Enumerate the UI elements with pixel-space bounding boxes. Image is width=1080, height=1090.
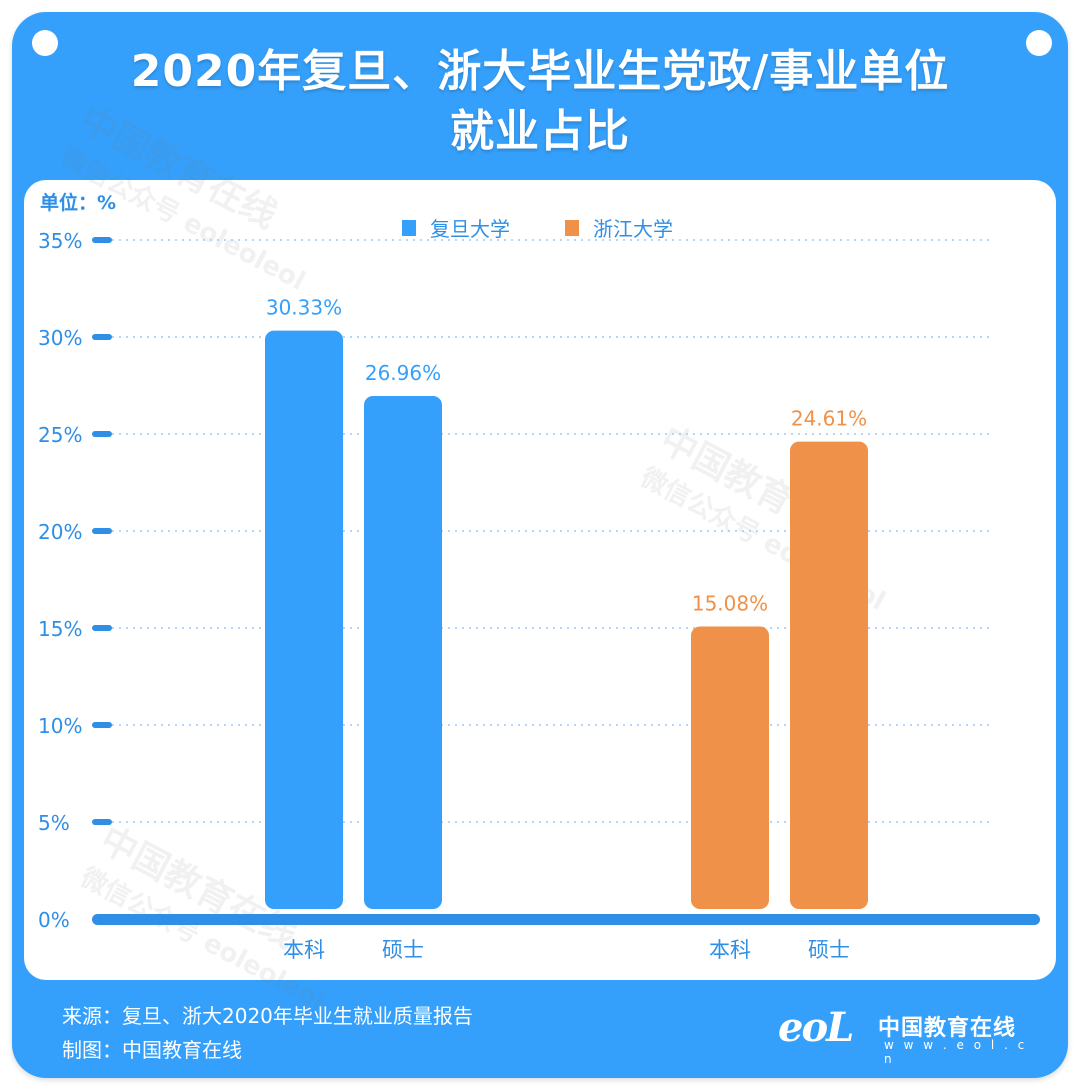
bar: [691, 626, 769, 909]
y-tick-label: 15%: [38, 617, 82, 641]
source-text: 来源：复旦、浙大2020年毕业生就业质量报告: [62, 1004, 473, 1028]
x-axis: 本科 硕士 本科 硕士: [92, 914, 1040, 962]
logo-url: w w w . e o l . c n: [884, 1038, 1028, 1066]
bar: [790, 441, 868, 909]
legend-swatch: [402, 220, 416, 236]
y-tick-label: 30%: [38, 326, 82, 350]
y-tick-mark: [92, 528, 112, 534]
x-category-label: 本科: [283, 938, 325, 962]
credit-text: 制图：中国教育在线: [62, 1038, 242, 1062]
legend-swatch: [565, 220, 579, 236]
x-category-label: 本科: [709, 938, 751, 962]
bar: [265, 330, 343, 909]
title-line-2: 就业占比: [450, 106, 630, 157]
eol-logo: eoL 中国教育在线 w w w . e o l . c n: [778, 1000, 1028, 1066]
bar: [364, 395, 442, 909]
y-axis: 0% 5% 10% 15% 20% 25% 30% 35%: [38, 229, 112, 932]
y-tick-mark: [92, 625, 112, 631]
x-category-label: 硕士: [382, 938, 424, 962]
legend-label: 复旦大学: [430, 217, 510, 241]
chart-panel: [24, 180, 1056, 980]
data-label: 15.08%: [692, 591, 768, 615]
legend: 复旦大学 浙江大学: [402, 217, 673, 241]
y-tick-label: 20%: [38, 520, 82, 544]
y-tick-label: 35%: [38, 229, 82, 253]
y-tick-mark: [92, 334, 112, 340]
bars: 30.33% 26.96% 15.08% 24.61%: [265, 296, 868, 909]
legend-label: 浙江大学: [593, 217, 673, 241]
y-tick-label: 5%: [38, 811, 70, 835]
decor-dot-left: [32, 30, 58, 56]
logo-mark: eoL: [778, 1004, 854, 1051]
y-tick-mark: [92, 819, 112, 825]
x-category-label: 硕士: [808, 938, 850, 962]
data-label: 26.96%: [365, 361, 441, 385]
data-label: 30.33%: [266, 296, 342, 320]
y-tick-label: 10%: [38, 714, 82, 738]
title-line-1: 2020年复旦、浙大毕业生党政/事业单位: [130, 46, 950, 97]
y-tick-label: 25%: [38, 423, 82, 447]
logo-name: 中国教育在线: [878, 1016, 1017, 1041]
chart-title: 2020年复旦、浙大毕业生党政/事业单位 就业占比: [0, 42, 1080, 162]
data-label: 24.61%: [791, 407, 867, 431]
y-tick-label: 0%: [38, 908, 70, 932]
y-tick-mark: [92, 431, 112, 437]
y-tick-mark: [92, 237, 112, 243]
unit-label: 单位：%: [40, 192, 117, 214]
x-axis-baseline: [92, 914, 1040, 925]
decor-dot-right: [1026, 30, 1052, 56]
y-tick-mark: [92, 722, 112, 728]
